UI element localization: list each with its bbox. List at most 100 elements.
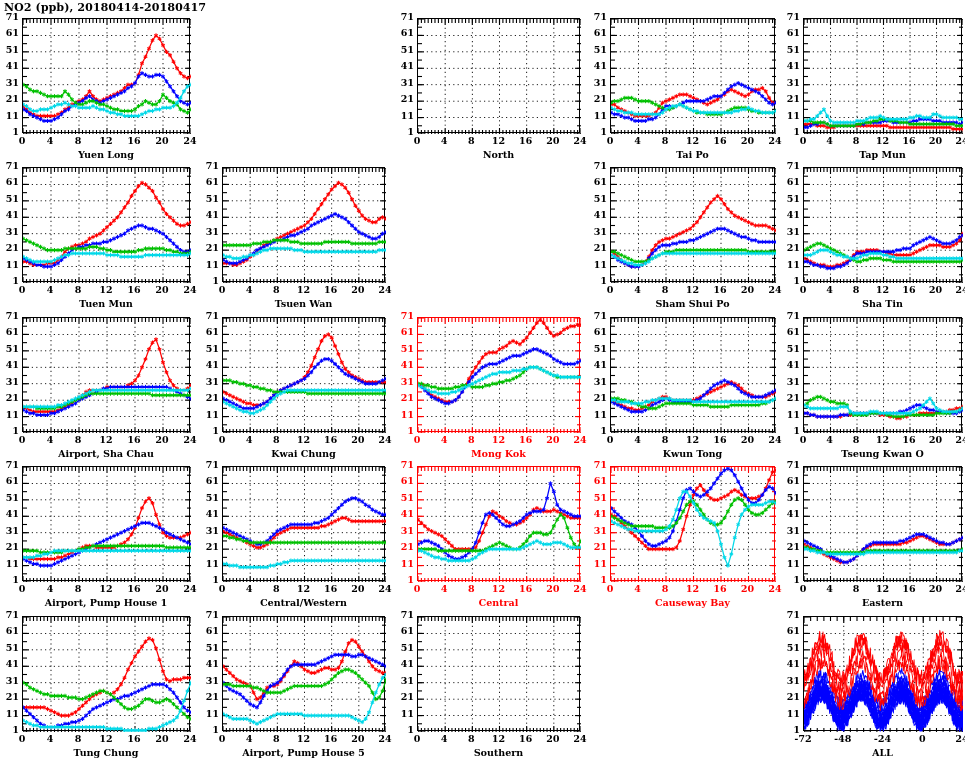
x-tick-label: 16 — [317, 735, 345, 745]
x-tick-label: 4 — [624, 436, 652, 446]
y-tick-label: 31 — [202, 677, 219, 687]
panel-title: Tai Po — [610, 150, 775, 161]
panel-title: Airport, Pump House 1 — [22, 598, 190, 609]
x-tick-label: 20 — [539, 137, 567, 147]
x-tick-label: 20 — [148, 286, 176, 296]
y-tick-label: 61 — [202, 328, 219, 338]
y-tick-label: 21 — [783, 244, 800, 254]
y-tick-label: 71 — [590, 461, 607, 471]
y-tick-label: 71 — [202, 461, 219, 471]
y-tick-label: 11 — [2, 560, 19, 570]
x-tick-label: 12 — [92, 137, 120, 147]
y-tick-label: 51 — [783, 644, 800, 654]
x-tick-label: -24 — [869, 735, 897, 745]
y-tick-label: 71 — [397, 312, 414, 322]
x-tick-label: 4 — [816, 137, 844, 147]
y-tick-label: 41 — [202, 211, 219, 221]
y-tick-label: 51 — [397, 494, 414, 504]
x-tick-label: 0 — [403, 735, 431, 745]
panel-title: Tung Chung — [22, 748, 190, 759]
plot-frame — [222, 466, 385, 581]
plot-frame — [610, 466, 775, 581]
x-tick-label: 4 — [235, 585, 263, 595]
x-tick-label: 20 — [922, 436, 950, 446]
y-tick-label: 71 — [202, 312, 219, 322]
x-tick-label: 16 — [317, 585, 345, 595]
y-tick-label: 41 — [590, 211, 607, 221]
x-tick-label: 8 — [262, 585, 290, 595]
x-tick-label: 16 — [895, 137, 923, 147]
x-tick-label: 16 — [317, 286, 345, 296]
plot-frame — [803, 616, 962, 731]
y-tick-label: 41 — [590, 62, 607, 72]
x-tick-label: 8 — [842, 286, 870, 296]
y-tick-label: 61 — [783, 477, 800, 487]
y-tick-label: 31 — [783, 378, 800, 388]
y-tick-label: 41 — [2, 660, 19, 670]
x-tick-label: 24 — [948, 735, 965, 745]
plot-canvas — [223, 168, 386, 283]
panel-tseung-kwan-o: 71615141312111104812162024Tseung Kwan O — [803, 317, 962, 460]
y-tick-label: 51 — [397, 644, 414, 654]
y-tick-label: 61 — [2, 178, 19, 188]
x-tick-label: 24 — [176, 137, 204, 147]
y-tick-label: 11 — [783, 710, 800, 720]
plot-frame — [22, 616, 190, 731]
x-tick-label: 0 — [908, 735, 936, 745]
x-tick-label: 16 — [706, 585, 734, 595]
y-tick-label: 31 — [590, 79, 607, 89]
y-tick-label: 61 — [397, 328, 414, 338]
x-tick-label: 24 — [566, 436, 594, 446]
panel-title: Airport, Sha Chau — [22, 449, 190, 460]
y-tick-label: 51 — [2, 345, 19, 355]
x-tick-label: 8 — [457, 585, 485, 595]
y-tick-label: 21 — [783, 693, 800, 703]
y-tick-label: 51 — [2, 644, 19, 654]
y-tick-label: 41 — [590, 510, 607, 520]
y-tick-label: 51 — [397, 345, 414, 355]
plot-frame — [417, 466, 580, 581]
x-tick-label: 20 — [734, 436, 762, 446]
y-tick-label: 51 — [2, 195, 19, 205]
x-tick-label: 12 — [869, 286, 897, 296]
y-tick-label: 21 — [2, 244, 19, 254]
x-tick-label: 16 — [512, 137, 540, 147]
plot-frame — [22, 18, 190, 133]
x-tick-label: 8 — [64, 137, 92, 147]
y-tick-label: 21 — [783, 95, 800, 105]
x-tick-label: 8 — [262, 286, 290, 296]
x-tick-label: 4 — [430, 436, 458, 446]
y-tick-label: 71 — [397, 13, 414, 23]
x-tick-label: 16 — [512, 436, 540, 446]
x-tick-label: 16 — [895, 585, 923, 595]
y-tick-label: 11 — [783, 560, 800, 570]
x-tick-label: 0 — [208, 286, 236, 296]
x-tick-label: 8 — [457, 436, 485, 446]
x-tick-label: 20 — [344, 585, 372, 595]
x-tick-label: 12 — [92, 585, 120, 595]
x-tick-label: 4 — [624, 286, 652, 296]
y-tick-label: 11 — [397, 710, 414, 720]
x-tick-label: 16 — [895, 436, 923, 446]
y-tick-label: 71 — [2, 461, 19, 471]
y-tick-label: 21 — [397, 693, 414, 703]
y-tick-label: 51 — [590, 494, 607, 504]
x-tick-label: 20 — [922, 137, 950, 147]
plot-canvas — [23, 318, 191, 433]
y-tick-label: 11 — [397, 411, 414, 421]
x-tick-label: 12 — [290, 286, 318, 296]
x-tick-label: 20 — [922, 286, 950, 296]
y-tick-label: 21 — [202, 394, 219, 404]
y-tick-label: 11 — [397, 112, 414, 122]
x-tick-label: 20 — [344, 436, 372, 446]
x-tick-label: 16 — [706, 436, 734, 446]
y-tick-label: 31 — [397, 527, 414, 537]
x-tick-label: 8 — [262, 735, 290, 745]
x-tick-label: 4 — [430, 585, 458, 595]
plot-frame — [417, 317, 580, 432]
y-tick-label: 41 — [590, 361, 607, 371]
